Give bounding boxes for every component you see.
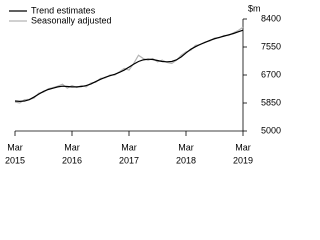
y-tick-label: 5850 — [261, 97, 281, 107]
y-tick-label: 6700 — [261, 69, 281, 79]
x-tick-label: 2017 — [119, 155, 139, 165]
chart: $m 5000 5850 6700 7550 8400 Mar 2015 Mar 2016 Mar… — [5, 3, 281, 165]
x-tick-label: Mar — [121, 142, 137, 152]
x-tick-label: 2019 — [233, 155, 253, 165]
x-tick-label: Mar — [64, 142, 80, 152]
x-tick-label: 2015 — [5, 155, 25, 165]
y-axis-label: $m — [248, 3, 261, 13]
series-line — [14, 29, 244, 102]
x-tick-label: Mar — [7, 142, 23, 152]
y-tick-label: 8400 — [261, 13, 281, 23]
x-tick-label: Mar — [178, 142, 194, 152]
x-tick-label: Mar — [235, 142, 251, 152]
series-line — [14, 26, 244, 104]
legend-label: Trend estimates — [31, 5, 96, 15]
y-tick-label: 7550 — [261, 41, 281, 51]
legend-label: Seasonally adjusted — [31, 15, 112, 25]
x-tick-label: 2018 — [176, 155, 196, 165]
y-tick-label: 5000 — [261, 125, 281, 135]
x-tick-label: 2016 — [62, 155, 82, 165]
